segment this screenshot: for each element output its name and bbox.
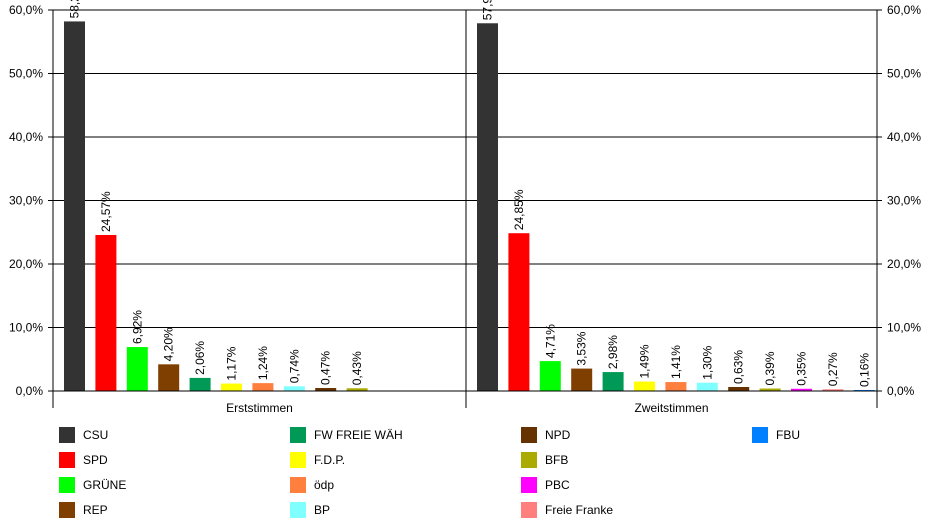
bars xyxy=(64,21,875,392)
y-tick-label-left: 60,0% xyxy=(9,3,43,17)
gridlines xyxy=(53,9,877,328)
data-label: 24,85% xyxy=(512,189,526,230)
data-label: 1,49% xyxy=(638,344,652,378)
bar-fbu xyxy=(853,389,875,391)
bar-f-d-p- xyxy=(221,383,242,391)
data-label: 4,71% xyxy=(543,324,557,358)
data-label: 2,98% xyxy=(606,335,620,369)
y-tick-label-left: 10,0% xyxy=(9,321,43,335)
bar-freie-franke xyxy=(822,389,844,391)
bar-bfb xyxy=(346,388,368,391)
bar-bfb xyxy=(759,388,781,391)
data-label: 1,24% xyxy=(256,346,270,380)
bar-pbc xyxy=(791,388,812,391)
bar-grüne xyxy=(126,347,148,391)
data-label: 0,43% xyxy=(350,351,364,385)
bar-npd xyxy=(728,386,750,391)
bar-ödp xyxy=(252,383,274,391)
axes xyxy=(52,10,878,408)
y-tick-label-right: 30,0% xyxy=(887,194,921,208)
bar-spd xyxy=(95,234,117,391)
y-tick-label-right: 10,0% xyxy=(887,321,921,335)
data-label: 2,06% xyxy=(193,341,207,375)
y-tick-label-right: 50,0% xyxy=(887,67,921,81)
data-labels: 58,20% 24,57% 6,92% 4,20% 2,06% 1,17% 1,24% 0,7… xyxy=(68,0,872,387)
group-label: Erststimmen xyxy=(226,401,293,415)
y-tick-label-left: 50,0% xyxy=(9,67,43,81)
bar-csu xyxy=(477,23,498,392)
y-tick-label-left: 20,0% xyxy=(9,257,43,271)
data-label: 1,41% xyxy=(669,345,683,379)
bar-bp xyxy=(696,382,718,391)
bar-spd xyxy=(508,233,530,391)
bar-rep xyxy=(158,364,180,391)
y-axis-left-ticks: 0,0% 10,0% 20,0% 30,0% 40,0% 50,0% 60,0% xyxy=(9,3,53,398)
bar-fw-freie-wäh xyxy=(602,372,624,391)
y-tick-label-left: 0,0% xyxy=(16,384,44,398)
bar-grüne xyxy=(539,361,561,391)
data-label: 0,63% xyxy=(732,350,746,384)
data-label: 0,39% xyxy=(763,351,777,385)
y-tick-label-right: 60,0% xyxy=(887,3,921,17)
group-label: Zweitstimmen xyxy=(634,401,708,415)
data-label: 57,91% xyxy=(481,0,495,20)
y-tick-label-left: 30,0% xyxy=(9,194,43,208)
y-axis-right-ticks: 0,0% 10,0% 20,0% 30,0% 40,0% 50,0% 60,0% xyxy=(877,3,921,398)
group-labels: Erststimmen Zweitstimmen xyxy=(226,401,708,415)
data-label: 0,27% xyxy=(826,352,840,386)
data-label: 24,57% xyxy=(99,191,113,232)
bar-ödp xyxy=(665,382,687,391)
data-label: 0,47% xyxy=(319,351,333,385)
data-label: 1,17% xyxy=(225,346,239,380)
bar-npd xyxy=(315,388,337,391)
data-label: 0,35% xyxy=(795,351,809,385)
bar-bp xyxy=(283,386,305,391)
data-label: 1,30% xyxy=(700,345,714,379)
data-label: 4,20% xyxy=(162,327,176,361)
y-tick-label-right: 20,0% xyxy=(887,257,921,271)
data-label: 58,20% xyxy=(68,0,82,18)
y-tick-label-right: 40,0% xyxy=(887,130,921,144)
y-tick-label-left: 40,0% xyxy=(9,130,43,144)
y-tick-label-right: 0,0% xyxy=(887,384,915,398)
bar-csu xyxy=(64,21,85,392)
data-label: 3,53% xyxy=(575,331,589,365)
data-label: 6,92% xyxy=(130,310,144,344)
bar-f-d-p- xyxy=(634,381,655,391)
data-label: 0,74% xyxy=(287,349,301,383)
bar-rep xyxy=(571,368,593,391)
data-label: 0,16% xyxy=(857,353,871,387)
bar-fw-freie-wäh xyxy=(189,377,211,391)
